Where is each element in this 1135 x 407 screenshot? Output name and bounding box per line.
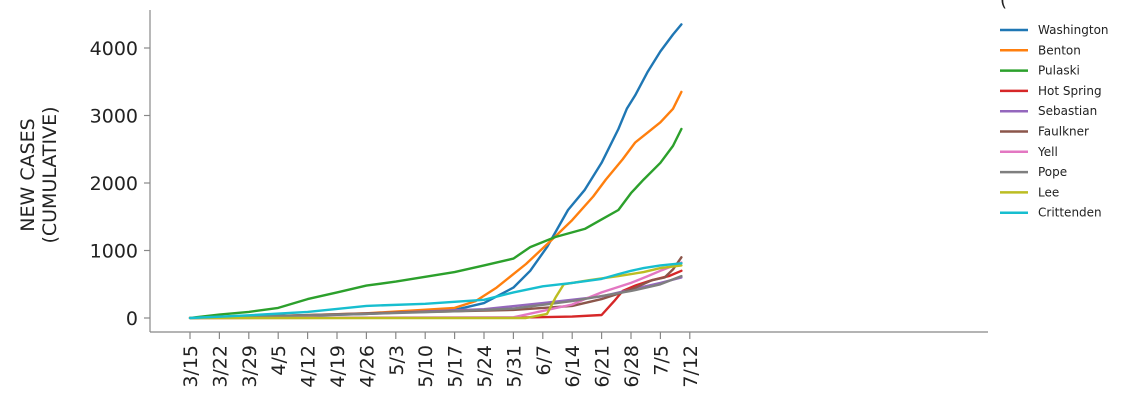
- legend-label-lee: Lee: [1038, 185, 1059, 199]
- series-line-yell: [188, 261, 683, 320]
- y-tick-label: 0: [126, 308, 138, 330]
- y-axis-title-line-2: (CUMULATIVE): [39, 106, 61, 243]
- legend-label-yell: Yell: [1037, 145, 1058, 159]
- y-tick-label: 1000: [90, 241, 138, 263]
- x-tick-label: 4/5: [268, 345, 290, 376]
- legend-label-benton: Benton: [1038, 43, 1081, 57]
- axes: [149, 10, 988, 333]
- x-tick-label: 3/15: [180, 345, 202, 388]
- x-tick-label: 5/31: [503, 345, 525, 388]
- y-tick-label: 3000: [90, 106, 138, 128]
- legend-label-pope: Pope: [1038, 165, 1067, 179]
- series-line-crittenden: [188, 262, 683, 320]
- top-note: (: [1000, 0, 1007, 11]
- legend-label-pulaski: Pulaski: [1038, 64, 1080, 78]
- x-tick-label: 5/10: [415, 345, 437, 388]
- series-line-pope: [188, 274, 683, 320]
- y-axis-title: NEW CASES (CUMULATIVE): [17, 106, 61, 243]
- x-tick-label: 6/21: [592, 345, 614, 388]
- series-lines: [188, 23, 683, 320]
- x-tick-label: 5/24: [474, 345, 496, 388]
- y-axis-ticks: 0 1000 2000 3000 4000: [90, 38, 150, 330]
- x-tick-label: 4/19: [327, 345, 349, 388]
- y-tick-label: 2000: [90, 173, 138, 195]
- legend: Washington Benton Pulaski Hot Spring Sebasti…: [1000, 23, 1109, 220]
- x-tick-label: 3/22: [209, 345, 231, 388]
- series-line-benton: [188, 90, 683, 320]
- x-tick-label: 5/17: [445, 345, 467, 388]
- legend-label-faulkner: Faulkner: [1038, 125, 1089, 139]
- x-tick-label: 7/5: [650, 345, 672, 376]
- legend-label-sebastian: Sebastian: [1038, 104, 1097, 118]
- y-axis-title-line-1: NEW CASES: [17, 118, 39, 231]
- y-tick-label: 4000: [90, 38, 138, 60]
- x-tick-label: 7/12: [680, 345, 702, 388]
- legend-label-crittenden: Crittenden: [1038, 206, 1102, 220]
- legend-label-hot-spring: Hot Spring: [1038, 84, 1102, 98]
- x-tick-label: 6/28: [621, 345, 643, 388]
- x-tick-label: 4/12: [298, 345, 320, 388]
- x-tick-label: 6/14: [562, 345, 584, 388]
- x-tick-label: 5/3: [386, 345, 408, 376]
- x-axis-ticks: 3/15 3/22 3/29 4/5 4/12 4/19 4/26 5/3 5/10 5/17 5/…: [180, 332, 702, 388]
- legend-label-washington: Washington: [1038, 23, 1109, 37]
- series-line-pulaski: [188, 127, 683, 320]
- x-tick-label: 3/29: [239, 345, 261, 388]
- x-tick-label: 6/7: [533, 345, 555, 376]
- x-tick-label: 4/26: [356, 345, 378, 388]
